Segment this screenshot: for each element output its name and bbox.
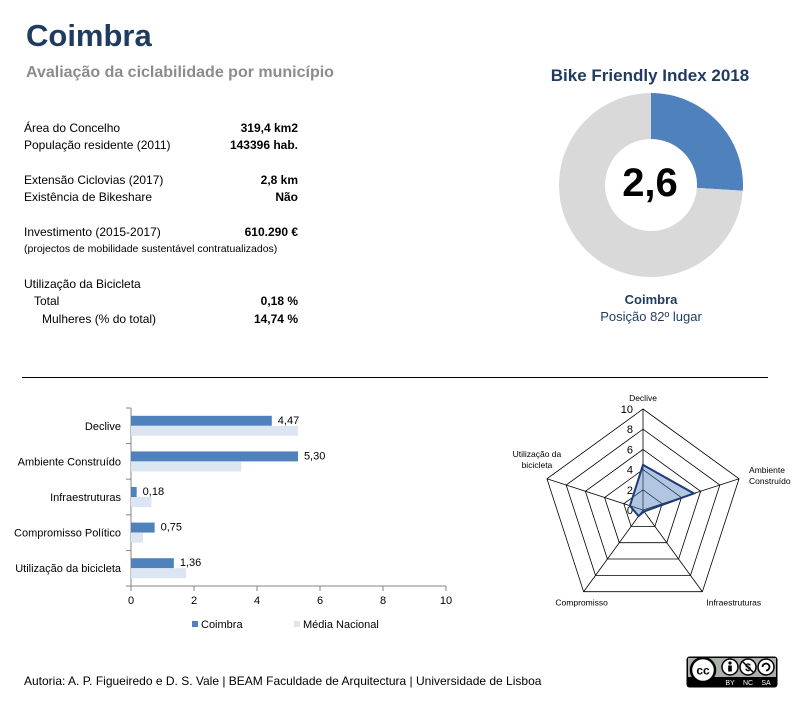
bar-media-nacional [131,461,242,472]
bar-x-tick-label: 0 [128,595,134,607]
bar-x-tick-label: 2 [191,595,197,607]
radar-spoke [583,509,644,592]
radar-tick-label: 0 [627,505,633,517]
radar-tick-label: 2 [627,485,633,497]
stat-population-label: População residente (2011) [24,138,171,152]
stat-investment-value: 610.290 € [244,225,298,239]
donut-slice-score [651,93,743,191]
stat-investment-label: Investimento (2015-2017) [24,225,161,239]
bar-media-nacional [131,532,143,543]
bar-data-label: 0,75 [161,522,182,534]
stat-area-value: 319,4 km2 [240,121,298,135]
radar-tick-label: 4 [627,465,633,477]
bar-data-label: 4,47 [278,415,299,427]
cc-icon-text: cc [696,664,710,678]
radar-tick-label: 10 [621,404,633,416]
radar-axis-label: Ambiente [749,465,785,475]
bar-media-nacional [131,568,187,579]
radar-grid-ring [604,469,682,544]
license-nc-label: NC [743,680,753,687]
bar-category-label: Declive [85,421,121,433]
legend-coimbra-swatch [192,621,198,627]
stat-usage-total-value: 0,18 % [260,294,298,308]
bar-data-label: 5,30 [304,450,325,462]
legend-media-swatch [294,621,300,627]
radar-axis-label: bicicleta [522,460,553,470]
bar-x-tick-label: 4 [254,595,260,607]
radar-grid-ring [623,489,663,527]
radar-axis-label: Construído [749,476,791,486]
donut-slice-remainder [559,93,743,277]
radar-spoke [546,478,644,511]
radar-axis-label: Declive [629,393,657,403]
bar-x-tick-label: 6 [317,595,323,607]
stat-usage-women-label: Mulheres (% do total) [42,312,157,326]
bar-coimbra [131,522,155,533]
legend-media-label: Média Nacional [303,619,379,631]
sa-icon-arrow [761,662,771,672]
radar-grid-ring [584,448,702,560]
bar-coimbra [131,487,137,497]
radar-grid-ring [565,428,721,576]
radar-axis-label: Utilização da [513,449,562,459]
radar-grid-ring [546,408,740,593]
index-value: 2,6 [622,161,678,205]
by-icon-head [728,661,732,665]
stat-usage-women-value: 14,74 % [253,312,298,326]
nc-icon-strike [741,660,755,674]
stat-bikeshare-value: Não [275,190,298,204]
legend-coimbra-label: Coimbra [201,619,243,631]
radar-axis-label: Compromisso [555,598,608,608]
bar-media-nacional [131,497,152,507]
radar-tick-label: 6 [627,444,633,456]
radar-axis-label: Político [568,609,596,610]
bar-category-label: Compromisso Político [14,528,121,540]
bar-coimbra [131,415,272,426]
stat-bikeshare-label: Existência de Bikeshare [24,190,153,204]
stat-cycleways-label: Extensão Ciclovias (2017) [24,173,164,187]
creative-commons-badge: cc $ BY NC SA [686,656,778,688]
stat-cycleways-value: 2,8 km [260,173,298,187]
bar-x-tick-label: 8 [380,595,386,607]
sa-icon [757,658,775,676]
page-subtitle: Avaliação da ciclabilidade por município [26,64,334,81]
radar-axis-label: Infraestruturas [706,598,761,608]
bar-chart: 0 2 4 6 8 10 Declive 4,47 Ambiente Construído 5,3… [14,407,452,631]
bar-coimbra [131,558,174,569]
stat-area-label: Área do Concelho [24,121,121,135]
by-icon-body [728,665,732,672]
index-title: Bike Friendly Index 2018 [550,66,750,85]
cc-icon [689,656,717,684]
license-sa-label: SA [761,680,771,687]
bar-category-label: Ambiente Construído [18,456,121,468]
footer-credits: Autoria: A. P. Figueiredo e D. S. Vale |… [24,674,542,688]
bar-data-label: 1,36 [180,557,201,569]
bar-category-label: Utilização da bicicleta [15,563,122,575]
index-city: Coimbra [624,292,678,307]
license-by-label: BY [725,680,735,687]
stat-population-value: 143396 hab. [229,138,298,152]
bar-category-label: Infraestruturas [50,492,121,504]
bar-media-nacional [131,425,298,436]
stat-investment-note: (projectos de mobilidade sustentável con… [24,243,278,255]
bar-data-label: 0,18 [143,486,164,498]
stat-usage-heading: Utilização da Bicicleta [24,277,141,291]
index-donut-chart [559,93,743,277]
radar-tick-label: 8 [627,424,633,436]
bar-coimbra [131,451,298,462]
section-divider [22,377,768,378]
page-title: Coimbra [26,18,152,53]
index-rank: Posição 82º lugar [600,309,702,324]
radar-spoke [642,509,703,592]
stat-usage-total-label: Total [34,294,60,308]
bar-x-tick-label: 10 [440,595,452,607]
radar-series-coimbra [628,463,697,518]
